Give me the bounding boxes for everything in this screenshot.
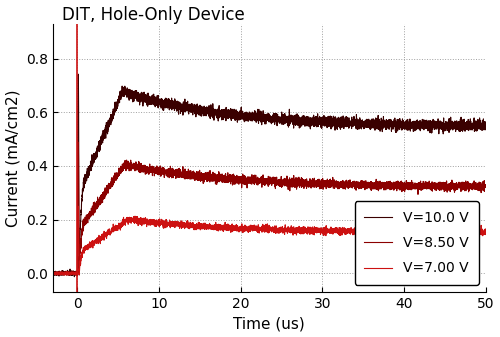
Legend: V=10.0 V, V=8.50 V, V=7.00 V: V=10.0 V, V=8.50 V, V=7.00 V	[354, 202, 479, 285]
V=10.0 V	[50, 271, 56, 275]
V=8.50 V	[125, 161, 131, 165]
V=7.00 V	[244, 225, 250, 229]
V=10.0 V	[434, 124, 440, 128]
V=10.0 V	[72, 275, 78, 279]
Line: V=10.0 V: V=10.0 V	[53, 74, 486, 277]
V=10.0 V	[244, 115, 250, 119]
V=7.00 V	[125, 215, 131, 219]
V=7.00 V	[61, 273, 67, 277]
Text: DIT, Hole-Only Device: DIT, Hole-Only Device	[62, 5, 244, 24]
V=10.0 V	[125, 89, 131, 93]
V=8.50 V	[50, 271, 56, 275]
Line: V=7.00 V: V=7.00 V	[53, 206, 486, 275]
V=8.50 V	[404, 183, 410, 187]
V=8.50 V	[244, 179, 250, 183]
V=8.50 V	[482, 184, 488, 188]
V=7.00 V	[50, 271, 56, 275]
X-axis label: Time (us): Time (us)	[234, 316, 305, 332]
V=8.50 V	[74, 274, 80, 278]
Y-axis label: Current (mA/cm2): Current (mA/cm2)	[6, 89, 20, 226]
V=7.00 V	[434, 230, 440, 234]
V=10.0 V	[482, 123, 488, 127]
V=10.0 V	[76, 72, 82, 76]
V=7.00 V	[482, 232, 488, 236]
V=8.50 V	[76, 140, 82, 144]
Line: V=8.50 V: V=8.50 V	[53, 142, 486, 276]
V=7.00 V	[329, 227, 335, 232]
V=8.50 V	[329, 181, 335, 185]
V=7.00 V	[76, 204, 82, 208]
V=10.0 V	[222, 109, 228, 113]
V=7.00 V	[222, 227, 228, 231]
V=8.50 V	[222, 177, 228, 181]
V=7.00 V	[404, 231, 410, 235]
V=8.50 V	[434, 181, 440, 185]
V=10.0 V	[404, 117, 410, 121]
V=10.0 V	[329, 118, 335, 122]
